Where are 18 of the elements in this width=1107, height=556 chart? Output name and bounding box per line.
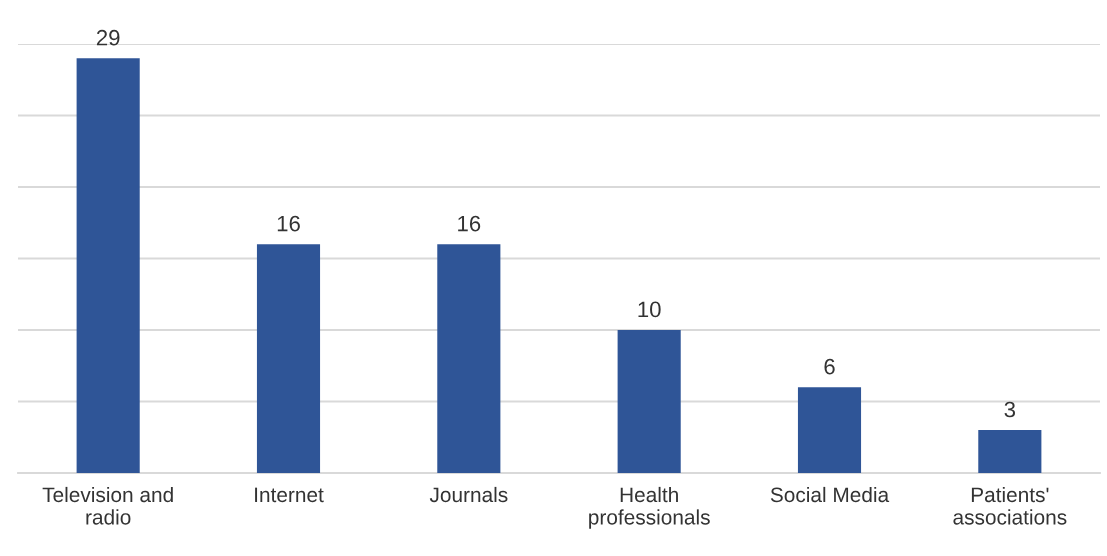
data-label: 16 bbox=[458, 215, 481, 232]
bar bbox=[797, 387, 862, 473]
x-tick-label: Patients' associations bbox=[953, 486, 1067, 525]
bar bbox=[76, 58, 140, 473]
data-label: 16 bbox=[277, 215, 300, 232]
bar bbox=[978, 430, 1042, 473]
data-label: 3 bbox=[1004, 401, 1016, 418]
data-label: 29 bbox=[96, 29, 120, 46]
x-tick-label: Internet bbox=[255, 487, 324, 503]
data-label: 6 bbox=[824, 358, 835, 375]
bar bbox=[256, 244, 321, 473]
x-tick-label: Health professionals bbox=[589, 486, 710, 529]
x-tick-label: Social Media bbox=[770, 486, 890, 503]
x-tick-label: Television and radio bbox=[42, 486, 173, 525]
x-tick-label: Journals bbox=[429, 486, 508, 503]
bar bbox=[437, 244, 501, 473]
data-label: 10 bbox=[638, 301, 661, 318]
bar bbox=[617, 330, 681, 473]
